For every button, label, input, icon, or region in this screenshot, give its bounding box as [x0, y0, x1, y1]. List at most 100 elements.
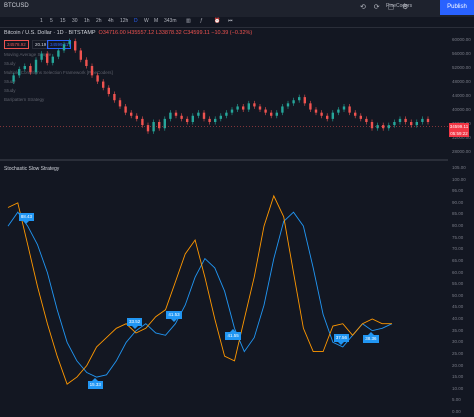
candle-body	[174, 112, 178, 116]
publish-button[interactable]: Publish	[440, 0, 474, 15]
indicators-icon[interactable]: ƒ	[200, 18, 203, 24]
candle-body	[247, 103, 250, 110]
candle-body	[230, 109, 234, 113]
candle-body	[426, 118, 430, 122]
trade-signal-tag: 33.52	[127, 317, 143, 329]
oscillator-axis-label: 85.00	[452, 211, 464, 217]
indicator-legend-1[interactable]: Moving Average Simple	[4, 52, 52, 57]
chart-title: Bitcoin / U.S. Dollar · 1D · BITSTAMP O3…	[4, 30, 252, 36]
sell-price-button[interactable]: 34578.92	[4, 40, 29, 49]
interval-m[interactable]: M	[154, 18, 159, 24]
indicator-legend-3[interactable]: Multiple Conditions Selection Framework …	[4, 70, 113, 75]
candle-body	[29, 66, 32, 73]
oscillator-axis-label: 45.00	[452, 304, 464, 310]
candle-body	[370, 122, 374, 129]
candle-body	[354, 112, 357, 116]
trade-signal-tag: 37.56	[333, 333, 350, 345]
candle-body	[236, 106, 239, 110]
interval-1[interactable]: 1	[40, 18, 43, 24]
interval-d[interactable]: D	[134, 18, 138, 24]
interval-30[interactable]: 30	[72, 18, 78, 24]
symbol-search[interactable]: BTCUSD	[4, 3, 29, 9]
oscillator-chart[interactable]	[0, 0, 448, 417]
price-axis-label: 60000.00	[452, 37, 471, 42]
ohlc-values: O34716.00 H35557.12 L33878.32 C34599.11 …	[98, 30, 253, 36]
account-name[interactable]: PineCoders	[386, 3, 413, 9]
price-axis-label: 48000.00	[452, 79, 471, 84]
interval-12h[interactable]: 12h	[120, 18, 129, 24]
replay-icon[interactable]: ⏮	[228, 18, 233, 24]
candle-body	[410, 122, 413, 126]
interval-4h[interactable]: 4h	[108, 18, 114, 24]
oscillator-axis-label: 40.00	[452, 316, 464, 322]
oscillator-axis-label: 5.00	[452, 397, 461, 403]
interval-2h[interactable]: 2h	[96, 18, 102, 24]
indicator-legend-4[interactable]: Study	[4, 79, 16, 84]
candle-body	[359, 115, 362, 119]
interval-bar: 1 5 15 30 1h 2h 4h 12h D W M 343m ▥ ƒ ⏰ …	[0, 17, 474, 28]
spread-value: 20.19	[32, 40, 50, 49]
oscillator-axis-label: 20.00	[452, 362, 464, 368]
interval-343m[interactable]: 343m	[164, 18, 177, 24]
candle-body	[393, 122, 396, 126]
oscillator-axis-label: 80.00	[452, 223, 464, 229]
candle-body	[292, 100, 295, 104]
candle-body	[326, 115, 329, 119]
oscillator-title[interactable]: Stochastic Slow Strategy	[4, 166, 60, 172]
candle-body	[398, 118, 402, 122]
trade-signal-tag: 15.33	[87, 378, 103, 390]
oscillator-axis-label: 35.00	[452, 327, 464, 333]
candle-body	[219, 115, 222, 119]
oscillator-axis-label: 95.00	[452, 188, 464, 194]
interval-1h[interactable]: 1h	[84, 18, 90, 24]
pane-divider[interactable]	[0, 159, 448, 161]
interval-w[interactable]: W	[144, 18, 149, 24]
candle-body	[180, 115, 183, 119]
candle-body	[303, 97, 306, 104]
oscillator-axis-label: 25.00	[452, 350, 464, 356]
candle-body	[130, 112, 133, 116]
oscillator-axis-label: 65.00	[452, 257, 464, 263]
candle-body	[169, 112, 172, 119]
oscillator-axis-label: 90.00	[452, 199, 464, 205]
alert-icon[interactable]: ⏰	[214, 18, 221, 24]
candle-body	[34, 59, 38, 73]
candle-body	[415, 122, 418, 126]
trade-signal-tag: 38.36	[363, 331, 379, 343]
oscillator-axis-label: 0.00	[452, 409, 461, 414]
candle-body	[135, 115, 138, 119]
k-line	[7, 211, 393, 378]
indicator-legend-2[interactable]: Study	[4, 61, 16, 66]
candle-body	[40, 53, 43, 60]
price-chart[interactable]	[0, 0, 448, 158]
chart-type-icon[interactable]: ▥	[186, 18, 191, 24]
candle-body	[124, 106, 127, 113]
oscillator-axis-label: 30.00	[452, 339, 464, 345]
candle-body	[102, 81, 105, 88]
candle-body	[214, 118, 217, 122]
candle-body	[404, 118, 407, 122]
interval-5[interactable]: 5	[50, 18, 53, 24]
candle-body	[337, 109, 340, 113]
candle-body	[186, 118, 189, 122]
candle-body	[264, 109, 267, 113]
indicator-legend-5[interactable]: Study	[4, 88, 16, 93]
candle-body	[258, 106, 262, 110]
price-axis-label: 52000.00	[452, 65, 471, 70]
candle-body	[382, 125, 385, 129]
candle-body	[141, 118, 144, 126]
candle-body	[96, 75, 99, 82]
oscillator-axis-label: 55.00	[452, 281, 464, 287]
price-axis-label: 40000.00	[452, 107, 471, 112]
indicator-legend-6[interactable]: Bar/pattern Strategy	[4, 97, 45, 102]
price-axis-label: 32000.00	[452, 135, 471, 140]
price-axis-label: 28000.00	[452, 149, 471, 154]
candle-body	[309, 103, 312, 110]
toolbar-icons[interactable]: ⟲ ⟳ ▢ ⚙	[360, 4, 412, 11]
candle-body	[253, 103, 256, 107]
candle-body	[225, 112, 228, 116]
candle-body	[18, 69, 21, 76]
interval-15[interactable]: 15	[60, 18, 66, 24]
candle-body	[342, 106, 346, 110]
buy-price-button[interactable]: 34599.11	[47, 40, 72, 49]
